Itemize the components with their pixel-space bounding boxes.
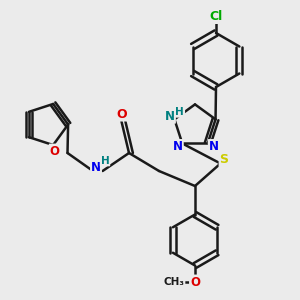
Text: O: O	[190, 275, 200, 289]
Text: O: O	[50, 145, 60, 158]
Text: CH₃: CH₃	[164, 277, 184, 287]
Text: N: N	[173, 140, 183, 153]
Text: N: N	[165, 110, 175, 123]
Text: –: –	[176, 277, 181, 287]
Text: H: H	[100, 155, 109, 166]
Text: N: N	[91, 161, 101, 174]
Text: O: O	[116, 107, 127, 121]
Text: S: S	[220, 153, 229, 167]
Text: H: H	[176, 107, 184, 117]
Text: N: N	[209, 140, 219, 153]
Text: Cl: Cl	[209, 10, 223, 23]
